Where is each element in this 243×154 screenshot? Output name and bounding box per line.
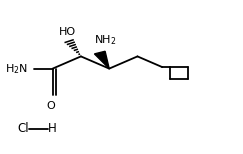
Text: HO: HO xyxy=(59,27,76,37)
Text: NH$_2$: NH$_2$ xyxy=(94,33,117,47)
Polygon shape xyxy=(95,51,109,69)
Text: O: O xyxy=(47,101,55,111)
Text: H: H xyxy=(48,122,57,135)
Text: Cl: Cl xyxy=(17,122,29,135)
Text: H$_2$N: H$_2$N xyxy=(5,62,28,75)
